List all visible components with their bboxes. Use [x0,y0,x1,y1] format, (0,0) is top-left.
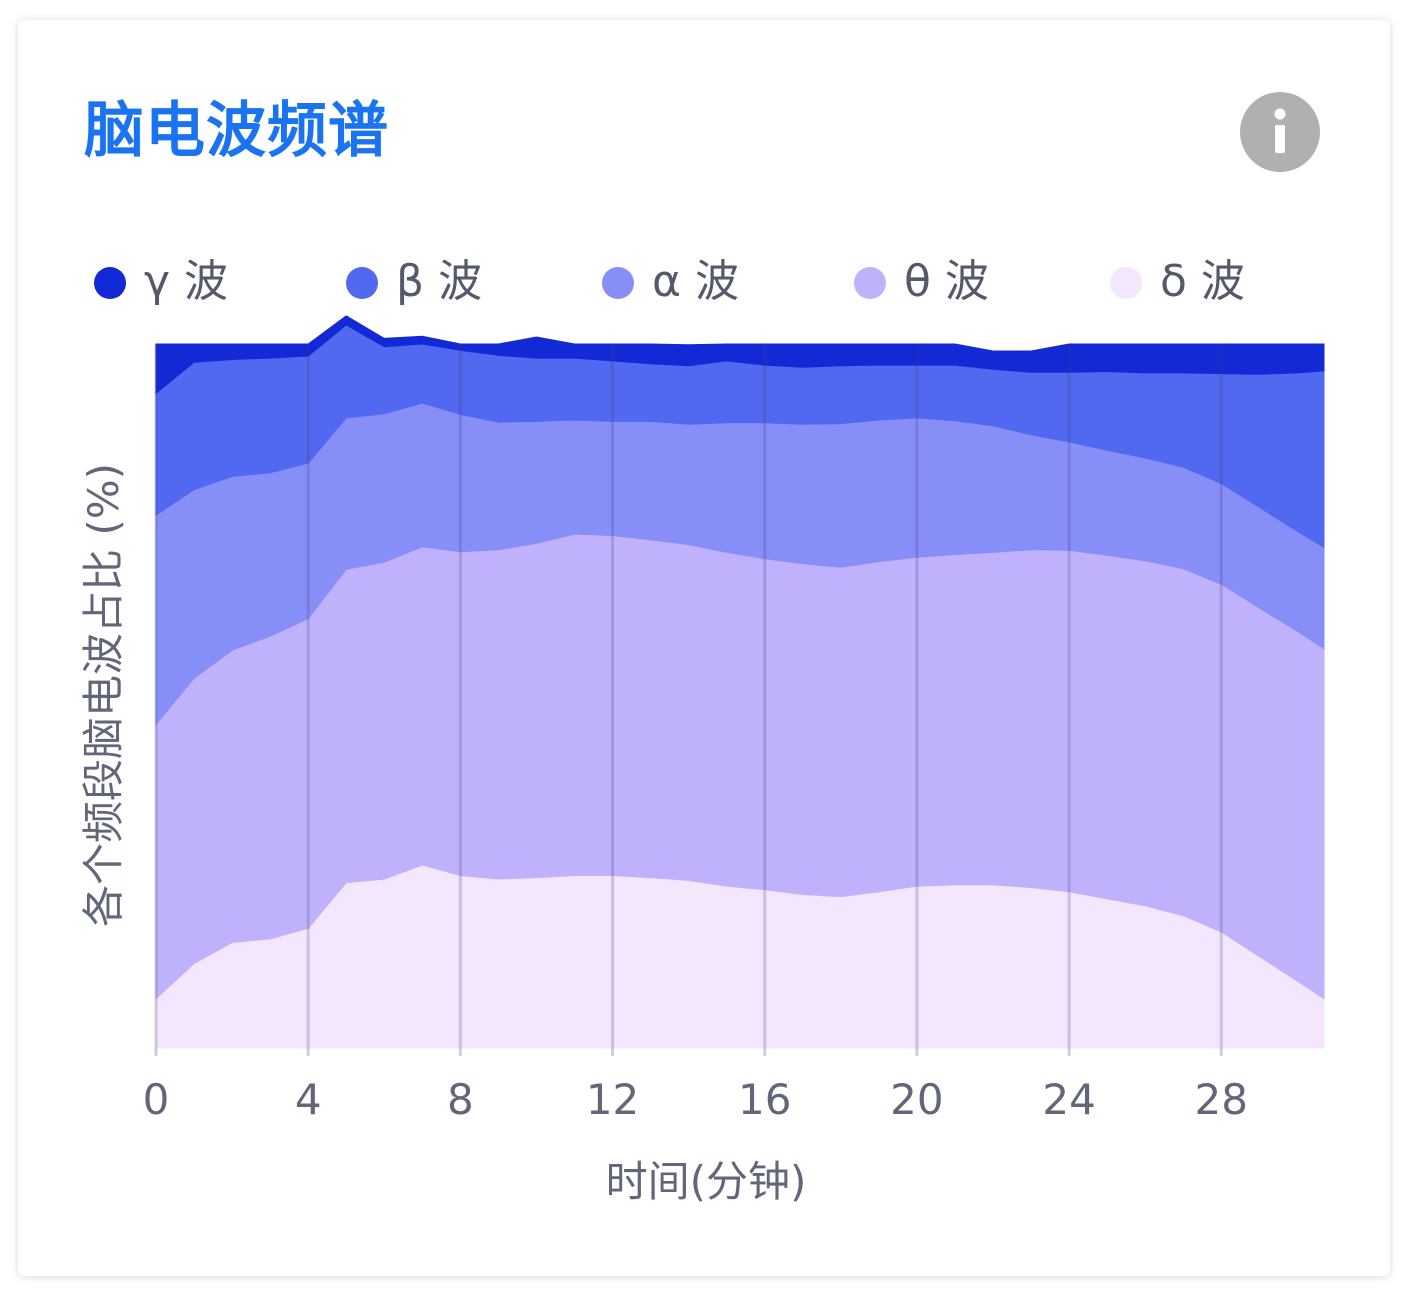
legend-label-alpha: α 波 [652,256,739,307]
legend-item-gamma[interactable]: γ 波 [94,250,254,314]
legend-dot-theta [854,267,886,299]
legend-dot-delta [1110,267,1142,299]
info-button[interactable] [1240,92,1320,172]
x-tick-label-24: 24 [1042,1075,1095,1124]
x-axis-ticks: 0 4 8 12 16 20 24 28 [143,1048,1248,1124]
area-series-gamma [155,315,1325,395]
page-title: 脑电波频谱 [84,96,389,166]
info-icon [1274,108,1286,153]
legend-item-beta[interactable]: β 波 [346,250,506,314]
x-tick-label-0: 0 [143,1075,170,1124]
legend-dot-gamma [94,267,126,299]
x-axis-title: 时间(分钟) [606,1157,807,1206]
legend-item-theta[interactable]: θ 波 [854,250,1014,314]
x-tick-label-28: 28 [1195,1075,1248,1124]
legend-dot-beta [346,267,378,299]
chart-areas [155,315,1325,1049]
legend-dot-alpha [602,267,634,299]
legend-item-delta[interactable]: δ 波 [1110,250,1270,314]
legend-label-beta: β 波 [396,256,483,307]
x-tick-label-8: 8 [447,1075,474,1124]
legend-label-delta: δ 波 [1160,256,1245,307]
x-tick-label-16: 16 [738,1075,791,1124]
chart-gridlines [154,344,1223,1048]
y-axis-title: 各个频段脑电波占比 (%) [79,463,128,927]
x-tick-label-20: 20 [890,1075,943,1124]
x-tick-label-12: 12 [586,1075,639,1124]
legend-label-gamma: γ 波 [144,256,229,307]
x-tick-label-4: 4 [295,1075,322,1124]
legend-label-theta: θ 波 [904,256,989,307]
chart-legend: γ 波 β 波 α 波 θ 波 δ 波 [0,250,1420,314]
legend-item-alpha[interactable]: α 波 [602,250,762,314]
